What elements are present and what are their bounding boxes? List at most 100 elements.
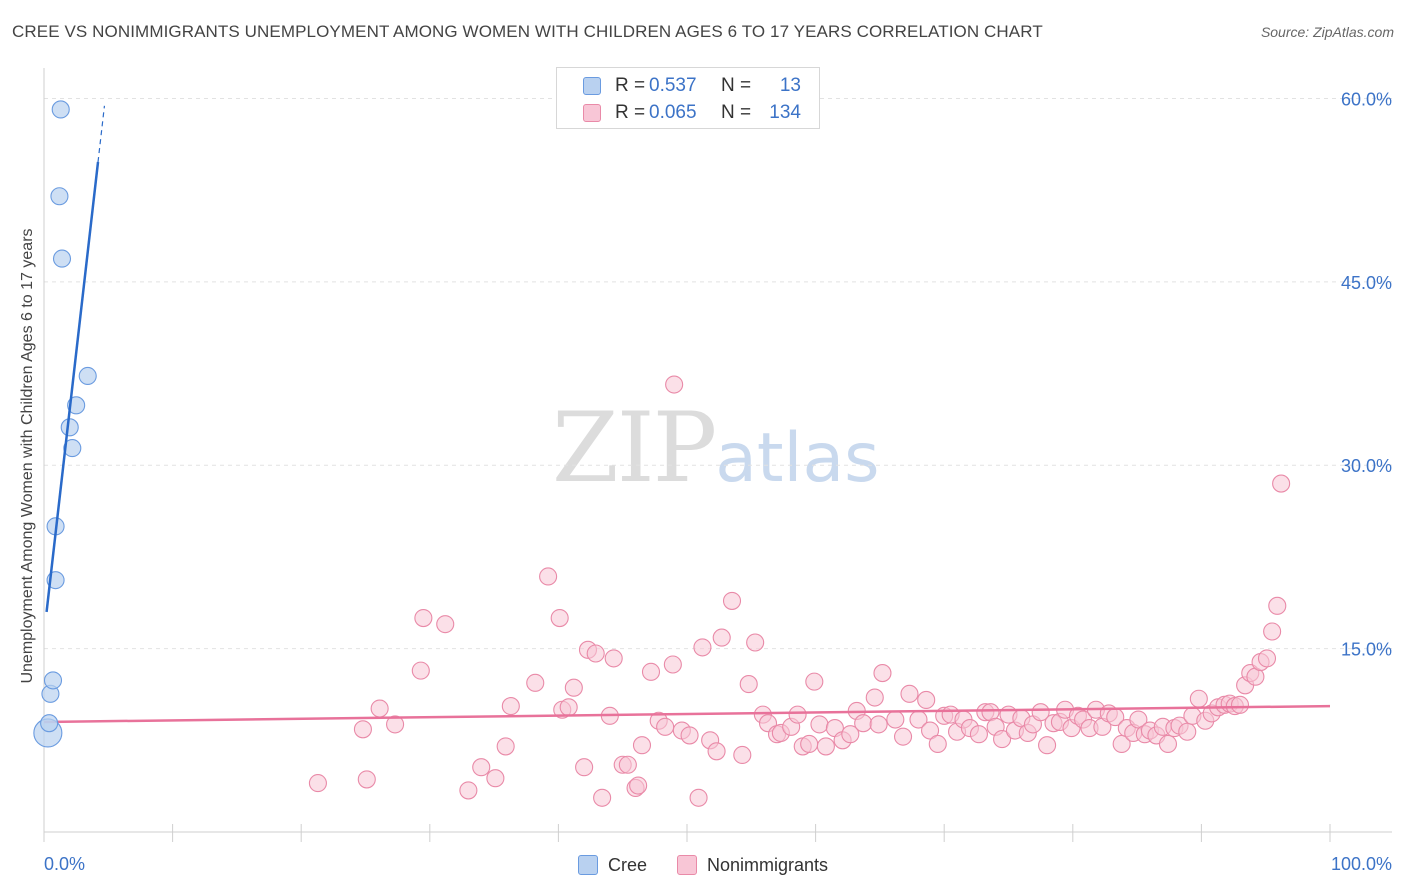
nonimmigrants-point [472, 758, 491, 777]
nonimmigrants-point [810, 715, 829, 734]
nonimmigrants-point [370, 699, 389, 718]
cree-point [43, 671, 63, 690]
nonimmigrants-point [917, 690, 936, 710]
legend-swatch-nonimmigrants [583, 104, 601, 122]
nonimmigrants-point [739, 675, 758, 694]
nonimmigrants-point [1158, 734, 1178, 754]
nonimmigrants-point [486, 769, 505, 788]
legend-label-cree: Cree [607, 854, 647, 875]
nonimmigrants-point [722, 591, 742, 610]
nonimmigrants-point [593, 788, 612, 807]
nonimmigrants-point [641, 662, 661, 681]
nonimmigrants-point [1178, 722, 1197, 741]
legend-swatch-cree [577, 855, 598, 875]
nonimmigrants-point [689, 788, 708, 807]
nonimmigrants-point [680, 726, 699, 745]
x-tick-label: 0.0% [44, 854, 85, 874]
nonimmigrants-point [629, 776, 648, 795]
nonimmigrants-point [618, 755, 637, 774]
nonimmigrants-point [414, 608, 433, 628]
nonimmigrants-point [550, 608, 569, 628]
nonimmigrants-point [357, 770, 376, 789]
nonimmigrants-point [712, 628, 731, 647]
y-tick-label: 15.0% [1341, 640, 1392, 660]
nonimmigrants-point [1257, 649, 1277, 668]
legend-label-nonimmigrants: Nonimmigrants [706, 854, 829, 875]
nonimmigrants-point [1263, 622, 1282, 641]
y-tick-label: 60.0% [1341, 89, 1392, 109]
nonimmigrants-point [788, 705, 807, 724]
nonimmigrants-point [816, 737, 835, 756]
nonimmigrants-point [663, 655, 682, 674]
nonimmigrants-point [526, 673, 545, 692]
chart-title: CREE VS NONIMMIGRANTS UNEMPLOYMENT AMONG… [12, 22, 1043, 41]
nonimmigrants-point [805, 672, 824, 691]
cree-trendline-extension [97, 105, 106, 163]
nonimmigrants-point [1189, 689, 1208, 708]
nonimmigrants-point [559, 698, 578, 717]
nonimmigrants-point [921, 721, 940, 740]
nonimmigrants-point [993, 730, 1012, 749]
cree-point [40, 714, 59, 733]
nonimmigrants-point [586, 644, 605, 663]
nonimmigrants-point [1038, 736, 1057, 755]
nonimmigrants-point [1272, 474, 1291, 493]
nonimmigrants-point [632, 736, 652, 755]
nonimmigrants-point [733, 745, 752, 765]
cree-point [60, 418, 79, 437]
legend-n-value: 134 [769, 102, 801, 123]
nonimmigrants-point [436, 615, 455, 634]
nonimmigrants-point [459, 781, 478, 800]
legend-n-label: N = [721, 75, 752, 96]
legend-r-label: R = [615, 75, 646, 96]
nonimmigrants-point [746, 633, 765, 652]
cree-point [52, 249, 72, 268]
legend-swatch-cree [583, 77, 601, 95]
y-tick-label: 45.0% [1341, 273, 1392, 293]
nonimmigrants-point [1230, 695, 1250, 714]
nonimmigrants-point [873, 664, 892, 683]
legend-item-cree[interactable]: Cree [577, 854, 647, 876]
nonimmigrants-point [693, 638, 712, 657]
nonimmigrants-point [564, 678, 583, 697]
cree-point [63, 439, 82, 458]
legend-item-nonimmigrants[interactable]: Nonimmigrants [676, 854, 829, 876]
correlation-legend: R = 0.537 N = 13 R = 0.065 N = 134 [556, 67, 820, 129]
legend-n-value: 13 [779, 75, 801, 96]
legend-r-value: 0.537 [649, 75, 697, 96]
nonimmigrants-point [496, 737, 515, 756]
nonimmigrants-point [386, 715, 405, 734]
legend-swatch-nonimmigrants [676, 855, 697, 875]
nonimmigrants-point [841, 725, 860, 744]
nonimmigrants-point [411, 661, 430, 680]
nonimmigrants-point [501, 697, 520, 716]
nonimmigrants-point [604, 649, 623, 668]
nonimmigrants-point [575, 758, 594, 777]
series-legend: Cree Nonimmigrants [0, 852, 1406, 878]
legend-row-cree: R = 0.537 N = 13 [583, 74, 801, 98]
source-label: Source: ZipAtlas.com [1260, 24, 1394, 40]
nonimmigrants-point [900, 684, 919, 703]
nonimmigrants-point [800, 734, 819, 754]
nonimmigrants-point [665, 375, 684, 394]
nonimmigrants-point [539, 567, 558, 586]
x-tick-label: 100.0% [1331, 854, 1392, 874]
nonimmigrants-point [886, 710, 905, 729]
nonimmigrants-point [969, 725, 988, 744]
nonimmigrants-point [1031, 703, 1050, 722]
cree-point [51, 100, 70, 119]
nonimmigrants-point [308, 774, 327, 793]
legend-r-value: 0.065 [649, 102, 697, 123]
legend-r-label: R = [615, 102, 646, 123]
legend-row-nonimmigrants: R = 0.065 N = 134 [583, 101, 801, 125]
nonimmigrants-point [869, 715, 888, 734]
nonimmigrants-point [865, 688, 884, 707]
nonimmigrants-trendline [43, 704, 1331, 724]
nonimmigrants-point [1268, 596, 1287, 615]
nonimmigrants-point [656, 717, 675, 736]
nonimmigrants-point [353, 720, 372, 739]
nonimmigrants-point [854, 714, 873, 733]
nonimmigrants-point [928, 734, 947, 754]
cree-point [78, 366, 97, 386]
